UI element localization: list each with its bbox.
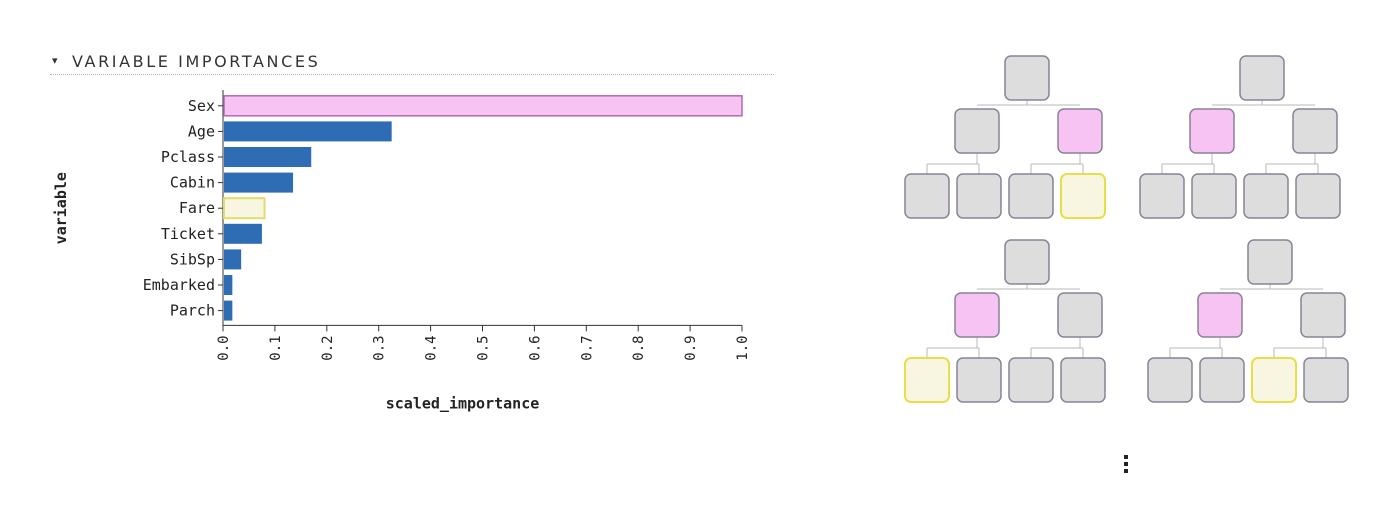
tree-leaf-node (1199, 357, 1245, 403)
tree-split-node (1300, 292, 1346, 338)
x-tick-label: 0.3 (372, 335, 388, 360)
y-tick-label: Parch (170, 302, 215, 320)
tree-split-node (1057, 292, 1103, 338)
tree-root-node (1004, 239, 1050, 285)
tree-split-node (1189, 108, 1235, 154)
tree-leaf-node (1251, 357, 1297, 403)
section-title: VARIABLE IMPORTANCES (72, 52, 321, 71)
section-header[interactable]: ▾ VARIABLE IMPORTANCES (50, 50, 774, 75)
variable-importance-chart: Sex Age Pclass Cabin Fare Ticket SibSp Embarked… (52, 90, 751, 412)
y-tick-label: SibSp (170, 250, 215, 268)
tree-leaf-node (1060, 357, 1106, 403)
y-tick-label: Pclass (161, 148, 215, 166)
tree-split-node (954, 292, 1000, 338)
tree-leaf-node (956, 173, 1002, 219)
tree-leaf-node (956, 357, 1002, 403)
tree-leaf-node (904, 357, 950, 403)
bar-parch (224, 300, 233, 321)
y-tick-label: Ticket (161, 225, 215, 243)
y-tick-label: Embarked (143, 276, 215, 294)
tree-leaf-node (1243, 173, 1289, 219)
tree-root-node (1239, 55, 1285, 101)
bar-embarked (224, 275, 233, 295)
x-tick-label: 0.1 (268, 335, 284, 360)
tree-leaf-node (1008, 357, 1054, 403)
y-tick-label: Age (188, 122, 215, 140)
x-axis-label: scaled_importance (386, 394, 540, 412)
bar-cabin (224, 172, 294, 193)
x-tick-label: 0.0 (216, 335, 232, 360)
bar-age (224, 121, 392, 142)
tree-leaf-node (1295, 173, 1341, 219)
y-tick-label: Sex (188, 97, 215, 115)
bar-pclass (224, 147, 312, 167)
tree-leaf-node (1147, 357, 1193, 403)
tree-leaf-node (1060, 173, 1106, 219)
y-tick-label: Fare (179, 199, 215, 217)
x-tick-label: 0.7 (579, 335, 595, 360)
decision-trees-diagram (904, 55, 1349, 403)
x-tick-label: 0.4 (424, 335, 440, 360)
bar-fare (223, 197, 266, 220)
tree-split-node (1197, 292, 1243, 338)
bar-sex (223, 95, 743, 117)
x-tick-label: 0.8 (631, 335, 647, 360)
tree-leaf-node (904, 173, 950, 219)
bar-ticket (224, 223, 262, 244)
tree-root-node (1247, 239, 1293, 285)
tree-split-node (954, 108, 1000, 154)
x-tick-label: 1.0 (735, 335, 751, 360)
tree-leaf-node (1008, 173, 1054, 219)
x-tick-label: 0.2 (320, 335, 336, 360)
x-tick-label: 0.9 (683, 335, 699, 360)
tree-split-node (1057, 108, 1103, 154)
tree-split-node (1292, 108, 1338, 154)
tree-root-node (1004, 55, 1050, 101)
vertical-ellipsis-icon (1118, 455, 1134, 476)
tree-leaf-node (1191, 173, 1237, 219)
y-axis-label: variable (52, 172, 70, 244)
x-tick-label: 0.5 (476, 335, 492, 360)
tree-leaf-node (1139, 173, 1185, 219)
tree-leaf-node (1303, 357, 1349, 403)
collapse-caret-icon[interactable]: ▾ (52, 54, 58, 67)
x-tick-label: 0.6 (527, 335, 543, 360)
y-tick-label: Cabin (170, 174, 215, 192)
bar-sibsp (224, 249, 242, 270)
